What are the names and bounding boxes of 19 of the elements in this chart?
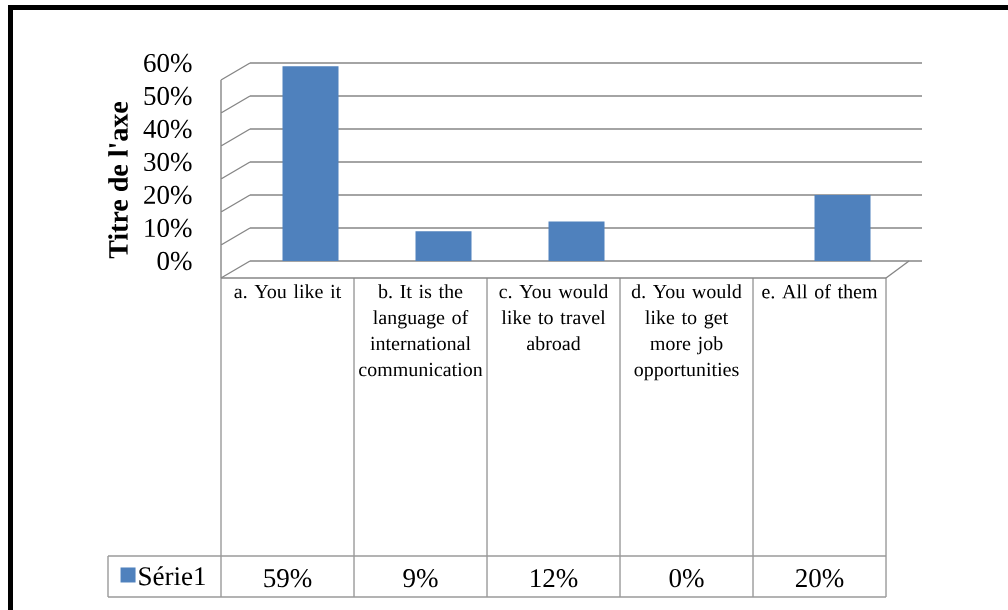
x-tick-label: b. It is the language of international communication xyxy=(359,284,483,377)
y-tick-label: 40% xyxy=(143,119,192,139)
data-label: 12% xyxy=(531,569,578,588)
x-tick-label: a. You like it xyxy=(234,284,342,299)
data-label: 9% xyxy=(403,569,438,588)
data-label: 20% xyxy=(795,569,844,588)
y-tick-label: 0% xyxy=(157,251,192,271)
y-tick-label: 20% xyxy=(144,185,192,205)
y-tick-label: 30% xyxy=(144,152,192,172)
y-tick-label: 50% xyxy=(144,86,192,106)
data-label: 0% xyxy=(669,569,704,588)
legend-label: Série1 xyxy=(139,566,205,586)
y-tick-label: 60% xyxy=(144,53,192,73)
y-axis-title: Titre de l'axe xyxy=(108,101,128,259)
x-tick-label: e. All of them xyxy=(762,284,878,299)
y-tick-label: 10% xyxy=(145,218,192,238)
x-tick-label: c. You would like to travel abroad xyxy=(499,284,609,351)
data-label: 59% xyxy=(264,569,312,588)
x-tick-label: d. You would like to get more job opportunities xyxy=(631,284,742,381)
